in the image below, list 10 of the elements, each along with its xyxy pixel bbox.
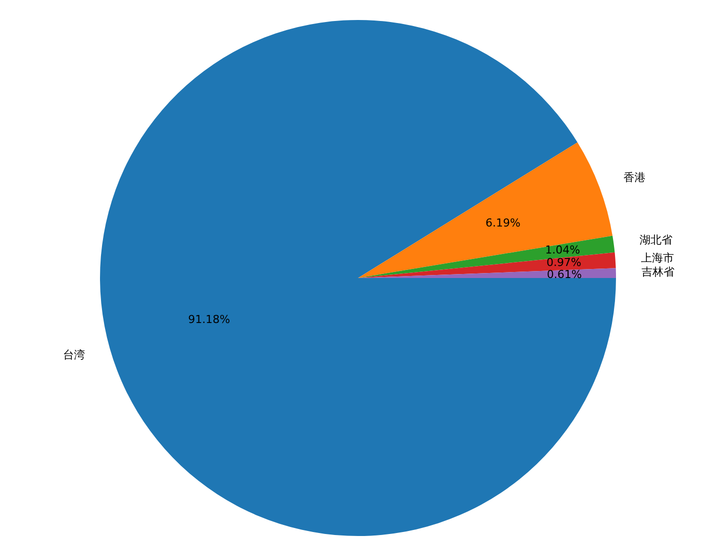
slice-label: 香港 [624, 171, 646, 184]
data-label: 0.97% [546, 256, 582, 269]
slice-label: 湖北省 [639, 234, 672, 247]
data-label: 91.18% [188, 313, 230, 326]
slice-label: 吉林省 [642, 265, 675, 278]
slice-label: 台湾 [63, 348, 86, 362]
data-label: 1.04% [545, 244, 580, 257]
data-label: 6.19% [485, 216, 520, 230]
slice-label: 上海市 [641, 251, 674, 264]
data-label: 0.61% [546, 268, 582, 281]
